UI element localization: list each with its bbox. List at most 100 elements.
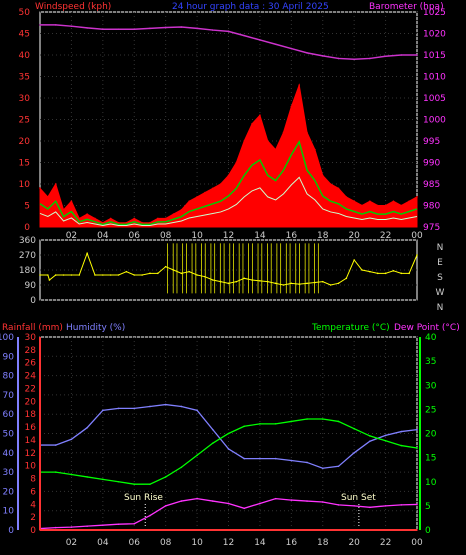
temperature-point xyxy=(321,418,324,420)
barometer-point xyxy=(274,43,277,46)
sunrise-label: Sun Rise xyxy=(124,493,163,503)
wind-point xyxy=(400,204,403,207)
temperature-point xyxy=(290,420,293,423)
humidity-point xyxy=(306,461,308,464)
baro-tick-label: 1015 xyxy=(423,51,446,61)
dewpoint-point xyxy=(180,500,183,502)
humidity-tick-label: 10 xyxy=(3,507,15,517)
dewpoint-point xyxy=(369,506,371,509)
temperature-point xyxy=(86,476,88,478)
temp-x-tick-label: 22 xyxy=(380,538,391,548)
humidity-point xyxy=(227,448,230,450)
barometer-point xyxy=(180,26,183,28)
wind-point xyxy=(78,217,81,220)
direction-tick-label: 180 xyxy=(19,266,36,276)
barometer-point xyxy=(54,24,57,26)
wind-point xyxy=(345,196,348,198)
direction-point xyxy=(180,272,183,275)
wind-tick-label: 35 xyxy=(19,73,30,83)
rain-tick-label: 4 xyxy=(30,500,36,510)
wind-point xyxy=(290,105,293,108)
dewpoint-point xyxy=(149,514,151,517)
direction-point xyxy=(353,259,355,261)
temperature-point xyxy=(306,418,308,420)
barometer-point xyxy=(321,55,324,57)
wind-point xyxy=(149,221,151,224)
wind-point xyxy=(259,114,261,116)
direction-point xyxy=(47,274,49,276)
wind-point xyxy=(235,161,238,164)
direction-point xyxy=(125,270,128,273)
wind-point xyxy=(188,200,191,202)
dewpoint-point xyxy=(384,505,387,507)
humidity-tick-label: 0 xyxy=(8,526,14,536)
wind-point xyxy=(141,221,143,224)
baro-tick-label: 985 xyxy=(423,180,440,190)
direction-point xyxy=(376,272,379,275)
baro-tick-label: 995 xyxy=(423,137,440,147)
wind-point xyxy=(369,200,371,202)
rain-tick-label: 0 xyxy=(30,526,36,536)
wind-tick-label: 0 xyxy=(24,223,30,233)
temperature-tick-label: 0 xyxy=(425,526,431,536)
wind-point xyxy=(227,174,230,177)
direction-point xyxy=(274,282,277,285)
temperature-point xyxy=(369,435,371,437)
wind-point xyxy=(86,213,88,215)
wind-point xyxy=(70,200,73,202)
dewpoint-point xyxy=(102,524,104,526)
wind-point xyxy=(361,204,363,207)
wind-tick-label: 20 xyxy=(19,137,31,147)
wind-point xyxy=(117,221,120,224)
direction-point xyxy=(227,282,230,285)
direction-point xyxy=(235,280,238,283)
temp-x-tick-label: 02 xyxy=(66,538,77,548)
direction-point xyxy=(78,274,81,276)
wind-point xyxy=(274,148,277,151)
wind-x-tick-label: 14 xyxy=(254,231,266,241)
wind-lull-line xyxy=(39,176,418,227)
temperature-point xyxy=(353,427,355,430)
wind-point xyxy=(109,217,112,220)
dewpoint-point xyxy=(400,504,403,506)
humidity-point xyxy=(164,403,167,406)
temperature-point xyxy=(416,447,418,449)
barometer-point xyxy=(102,28,104,31)
temp-x-tick-label: 10 xyxy=(191,538,203,548)
wind-tick-label: 50 xyxy=(19,8,31,18)
wind-x-tick-label: 20 xyxy=(348,231,360,241)
temperature-point xyxy=(211,442,214,444)
temperature-tick-label: 15 xyxy=(425,454,436,464)
barometer-point xyxy=(353,58,355,61)
humidity-tick-label: 20 xyxy=(3,487,15,497)
direction-point xyxy=(243,277,246,280)
direction-point xyxy=(337,282,340,285)
dewpoint-point xyxy=(306,500,308,502)
wind-point xyxy=(47,196,49,198)
wind-point xyxy=(172,213,175,215)
direction-point xyxy=(204,275,206,278)
barometer-point xyxy=(164,26,167,29)
barometer-series xyxy=(39,24,418,61)
date-title: 24 hour graph data : 30 April 2025 xyxy=(172,2,329,12)
humidity-point xyxy=(86,426,88,429)
temp-x-tick-label: 08 xyxy=(160,538,172,548)
wind-point xyxy=(384,204,387,207)
humidity-point xyxy=(353,452,355,454)
barometer-point xyxy=(196,27,198,30)
direction-point xyxy=(259,280,261,282)
wind-x-tick-label: 00 xyxy=(411,231,423,241)
wind-x-tick-label: 12 xyxy=(223,231,234,241)
temperature-point xyxy=(180,466,183,469)
wind-average-line xyxy=(39,139,418,226)
compass-label: W xyxy=(436,288,445,298)
wind-series xyxy=(39,83,418,228)
rain-tick-label: 2 xyxy=(30,513,36,523)
wind-point xyxy=(416,196,418,198)
humidity-tick-label: 80 xyxy=(3,372,15,382)
temperature-point xyxy=(102,478,104,481)
temp-humidity-series xyxy=(39,403,418,531)
direction-tick-label: 270 xyxy=(19,251,36,261)
